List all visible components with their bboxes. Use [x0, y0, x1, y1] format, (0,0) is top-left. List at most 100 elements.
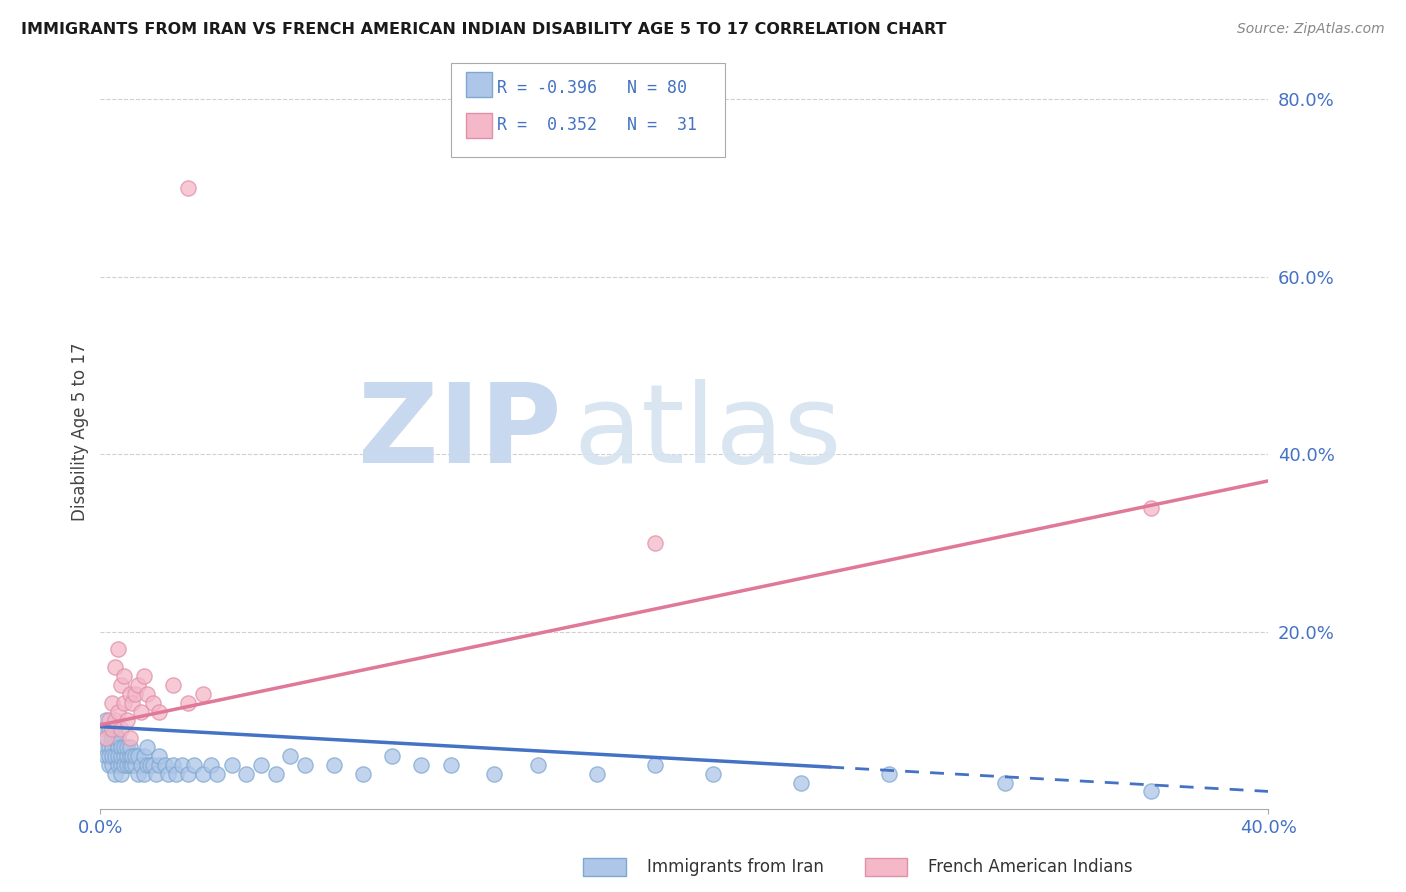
Point: [134, 766, 156, 780]
Point: [191, 687, 214, 701]
Point: [107, 757, 129, 772]
Point: [322, 757, 344, 772]
Point: [177, 696, 200, 710]
Point: [877, 766, 900, 780]
Point: [115, 739, 138, 754]
Point: [98, 714, 121, 728]
Point: [101, 696, 124, 710]
Point: [104, 766, 127, 780]
Point: [127, 766, 149, 780]
Point: [134, 748, 156, 763]
Point: [110, 766, 132, 780]
Point: [278, 748, 301, 763]
Point: [118, 757, 141, 772]
Point: [104, 731, 127, 746]
Point: [235, 766, 257, 780]
Point: [96, 731, 118, 746]
Point: [484, 766, 506, 780]
Point: [702, 766, 724, 780]
Point: [91, 739, 114, 754]
Point: [1140, 500, 1163, 515]
Text: Immigrants from Iran: Immigrants from Iran: [647, 858, 824, 876]
Point: [121, 757, 143, 772]
Text: French American Indians: French American Indians: [928, 858, 1133, 876]
Point: [221, 757, 243, 772]
Point: [142, 696, 165, 710]
Point: [121, 696, 143, 710]
Point: [1140, 784, 1163, 798]
Point: [124, 687, 146, 701]
Point: [142, 757, 165, 772]
Point: [110, 678, 132, 692]
Text: ZIP: ZIP: [359, 378, 561, 485]
Point: [352, 766, 374, 780]
Text: R =  0.352   N =  31: R = 0.352 N = 31: [498, 116, 697, 135]
Point: [112, 696, 135, 710]
Point: [145, 766, 167, 780]
Point: [110, 757, 132, 772]
Point: [136, 757, 159, 772]
Point: [644, 757, 666, 772]
Point: [134, 669, 156, 683]
Point: [177, 181, 200, 195]
Point: [118, 739, 141, 754]
Point: [107, 642, 129, 657]
Point: [107, 748, 129, 763]
Point: [115, 714, 138, 728]
Point: [115, 748, 138, 763]
Point: [98, 757, 121, 772]
Point: [127, 748, 149, 763]
Point: [156, 766, 179, 780]
Point: [112, 748, 135, 763]
Point: [177, 766, 200, 780]
Point: [96, 731, 118, 746]
Point: [110, 739, 132, 754]
Text: Source: ZipAtlas.com: Source: ZipAtlas.com: [1237, 22, 1385, 37]
Point: [107, 731, 129, 746]
Point: [148, 748, 170, 763]
Y-axis label: Disability Age 5 to 17: Disability Age 5 to 17: [72, 343, 89, 522]
Point: [127, 678, 149, 692]
Point: [124, 757, 146, 772]
Point: [129, 705, 152, 719]
Point: [104, 660, 127, 674]
Point: [527, 757, 550, 772]
Text: IMMIGRANTS FROM IRAN VS FRENCH AMERICAN INDIAN DISABILITY AGE 5 TO 17 CORRELATIO: IMMIGRANTS FROM IRAN VS FRENCH AMERICAN …: [21, 22, 946, 37]
Point: [294, 757, 316, 772]
Point: [129, 757, 152, 772]
Point: [644, 536, 666, 550]
FancyBboxPatch shape: [451, 62, 725, 157]
Point: [101, 731, 124, 746]
Point: [121, 748, 143, 763]
Point: [118, 687, 141, 701]
Point: [101, 723, 124, 737]
Point: [440, 757, 463, 772]
Point: [104, 748, 127, 763]
FancyBboxPatch shape: [465, 71, 492, 96]
Point: [205, 766, 228, 780]
Point: [191, 766, 214, 780]
Point: [165, 766, 187, 780]
Point: [790, 775, 813, 789]
Point: [101, 739, 124, 754]
Point: [148, 705, 170, 719]
Point: [101, 757, 124, 772]
Point: [172, 757, 194, 772]
Text: atlas: atlas: [574, 378, 842, 485]
Text: R = -0.396   N = 80: R = -0.396 N = 80: [498, 78, 688, 96]
Point: [153, 757, 176, 772]
Point: [136, 687, 159, 701]
Point: [98, 748, 121, 763]
Point: [107, 705, 129, 719]
Point: [104, 714, 127, 728]
Point: [110, 723, 132, 737]
Point: [148, 757, 170, 772]
Point: [96, 714, 118, 728]
Point: [107, 739, 129, 754]
Point: [112, 739, 135, 754]
Point: [200, 757, 222, 772]
Point: [98, 739, 121, 754]
Point: [112, 757, 135, 772]
Point: [136, 739, 159, 754]
Point: [381, 748, 404, 763]
